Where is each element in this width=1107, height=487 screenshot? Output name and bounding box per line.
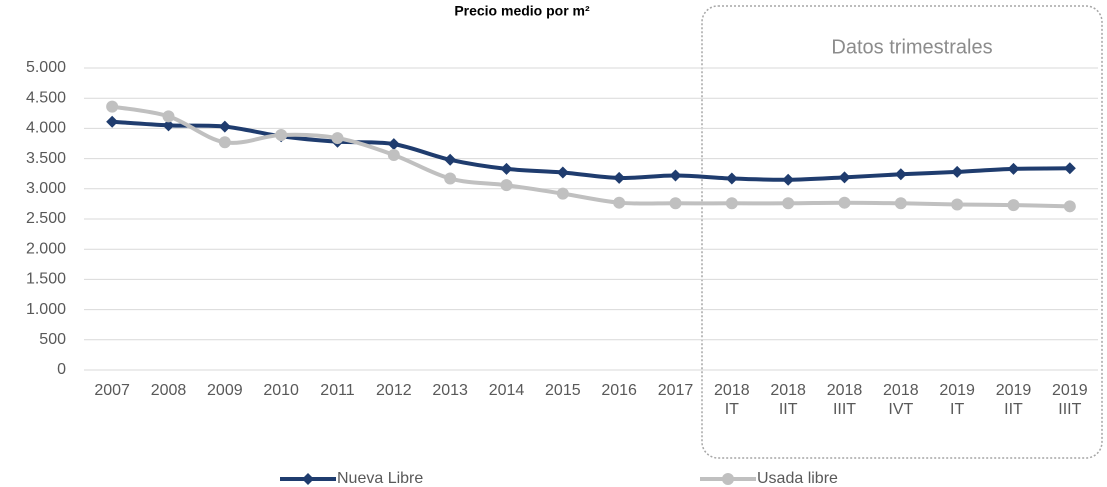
legend-label: Nueva Libre bbox=[337, 470, 423, 487]
x-tick-label: 2019 IIIT bbox=[1052, 382, 1088, 418]
annotation: Datos trimestrales bbox=[831, 36, 992, 58]
chart-title: Precio medio por m² bbox=[454, 3, 590, 19]
y-tick-label: 0 bbox=[57, 361, 66, 378]
x-tick-label: 2007 bbox=[94, 382, 130, 399]
point bbox=[725, 197, 738, 210]
y-tick-label: 5.000 bbox=[26, 59, 66, 76]
x-tick-label: 2011 bbox=[320, 382, 355, 399]
x-tick-label: 2019 IT bbox=[939, 382, 975, 418]
x-tick-label: 2018 IIT bbox=[770, 382, 806, 418]
y-tick-label: 1.500 bbox=[26, 271, 66, 288]
point bbox=[162, 110, 175, 123]
point bbox=[725, 172, 738, 185]
y-tick-label: 4.000 bbox=[26, 120, 66, 137]
x-tick-label: 2009 bbox=[207, 382, 243, 399]
quarterly-box bbox=[701, 5, 1103, 459]
point bbox=[782, 197, 795, 210]
point bbox=[106, 115, 119, 128]
point bbox=[1007, 162, 1020, 175]
point bbox=[556, 187, 569, 200]
x-tick-label: 2013 bbox=[432, 382, 468, 399]
point bbox=[782, 173, 795, 186]
x-tick-label: 2018 IIIT bbox=[826, 382, 863, 418]
line bbox=[111, 104, 1070, 209]
point bbox=[387, 148, 400, 161]
point bbox=[894, 197, 907, 210]
x-tick-label: 2012 bbox=[376, 382, 412, 399]
point bbox=[218, 120, 231, 133]
point bbox=[275, 129, 288, 142]
y-tick-label: 4.500 bbox=[26, 89, 66, 106]
y-tick-label: 2.500 bbox=[26, 210, 66, 227]
y-tick-label: 2.000 bbox=[26, 240, 66, 257]
point bbox=[500, 162, 513, 175]
point bbox=[838, 196, 851, 209]
x-tick-label: 2016 bbox=[601, 382, 637, 399]
point bbox=[500, 179, 513, 192]
point bbox=[838, 171, 851, 184]
x-tick-label: 2015 bbox=[545, 382, 581, 399]
point bbox=[556, 166, 569, 179]
x-tick-label: 2019 IIT bbox=[995, 382, 1032, 418]
point bbox=[444, 153, 457, 166]
point bbox=[669, 197, 682, 210]
point bbox=[951, 165, 964, 178]
point bbox=[387, 138, 400, 151]
x-tick-label: 2010 bbox=[263, 382, 299, 399]
point bbox=[218, 136, 231, 149]
point bbox=[613, 171, 626, 184]
y-tick-label: 1.000 bbox=[26, 301, 66, 318]
legend-label: Usada libre bbox=[757, 470, 838, 487]
x-tick-label: 2018 IVT bbox=[883, 382, 919, 418]
point bbox=[444, 172, 457, 185]
point bbox=[1063, 162, 1076, 175]
point bbox=[1063, 200, 1076, 213]
y-tick-label: 3.500 bbox=[26, 150, 66, 167]
y-tick-label: 3.000 bbox=[26, 180, 66, 197]
point bbox=[669, 169, 682, 182]
x-tick-label: 2014 bbox=[488, 382, 525, 399]
point bbox=[162, 119, 175, 132]
legend-marker bbox=[302, 473, 314, 485]
point bbox=[331, 132, 344, 145]
point bbox=[951, 198, 964, 211]
point bbox=[894, 168, 907, 181]
x-tick-label: 2018 IT bbox=[714, 382, 750, 418]
point bbox=[1007, 199, 1020, 212]
y-tick-label: 500 bbox=[39, 331, 66, 348]
line bbox=[112, 119, 1070, 182]
legend-marker bbox=[722, 473, 734, 485]
x-tick-label: 2017 bbox=[657, 382, 694, 399]
point bbox=[613, 196, 626, 209]
x-tick-label: 2008 bbox=[150, 382, 187, 399]
point bbox=[106, 100, 119, 113]
